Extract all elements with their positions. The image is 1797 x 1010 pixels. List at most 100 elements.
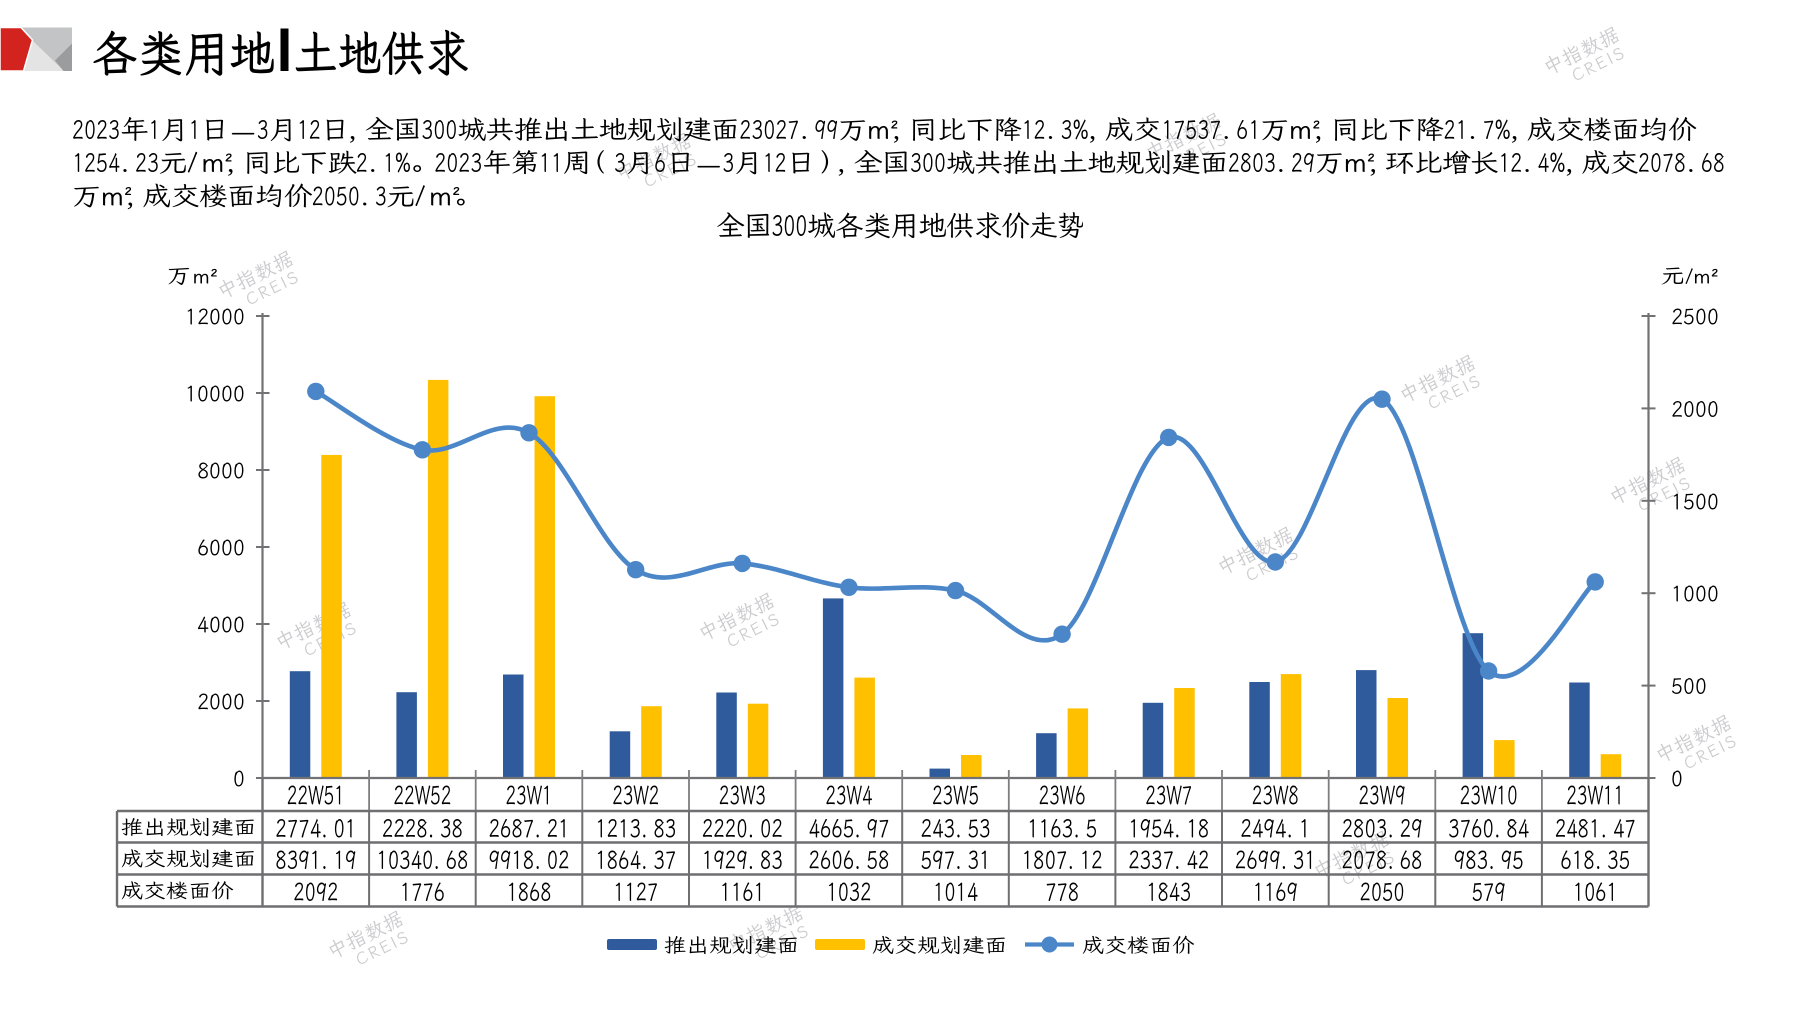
svg-text:300: 300 bbox=[771, 208, 807, 245]
svg-text:交: 交 bbox=[1555, 112, 1584, 146]
svg-text:2494.1: 2494.1 bbox=[1240, 812, 1310, 845]
svg-text:m²: m² bbox=[428, 179, 460, 213]
svg-text:4: 4 bbox=[1537, 145, 1549, 179]
svg-text:1032: 1032 bbox=[826, 876, 871, 909]
svg-text:共: 共 bbox=[974, 145, 1003, 179]
svg-text:0: 0 bbox=[1671, 764, 1683, 793]
svg-text:下: 下 bbox=[1387, 112, 1416, 146]
svg-text:增: 增 bbox=[1442, 145, 1471, 179]
svg-text:.: . bbox=[799, 112, 809, 146]
svg-text:2220.02: 2220.02 bbox=[702, 812, 783, 845]
svg-text:8000: 8000 bbox=[197, 456, 245, 485]
svg-text:城各类用地供求价走势: 城各类用地供求价走势 bbox=[807, 208, 1084, 245]
svg-text:成交规划建面: 成交规划建面 bbox=[872, 932, 1007, 958]
svg-text:3760.84: 3760.84 bbox=[1448, 812, 1529, 845]
svg-text:月: 月 bbox=[269, 112, 298, 146]
svg-text:面: 面 bbox=[1200, 145, 1229, 179]
svg-text:1868: 1868 bbox=[507, 876, 552, 909]
svg-text:4665.97: 4665.97 bbox=[808, 812, 889, 845]
svg-text:23W1: 23W1 bbox=[506, 778, 553, 812]
svg-text:元: 元 bbox=[387, 179, 416, 213]
svg-text:12: 12 bbox=[297, 112, 321, 146]
svg-text:比: 比 bbox=[1359, 112, 1388, 146]
svg-text:均: 均 bbox=[1640, 112, 1669, 146]
svg-text:成交规划建面: 成交规划建面 bbox=[121, 846, 256, 872]
svg-text:1500: 1500 bbox=[1671, 487, 1719, 516]
svg-text:比: 比 bbox=[937, 112, 966, 146]
svg-text:国: 国 bbox=[744, 208, 773, 245]
svg-text:。: 。 bbox=[403, 151, 432, 185]
svg-text:m²: m² bbox=[1343, 145, 1375, 179]
svg-text:21: 21 bbox=[1444, 112, 1468, 146]
svg-text:交: 交 bbox=[171, 179, 200, 213]
svg-text:,: , bbox=[893, 112, 900, 146]
svg-text:–: – bbox=[233, 114, 256, 148]
svg-text:国: 国 bbox=[882, 145, 911, 179]
svg-text:12: 12 bbox=[763, 145, 787, 179]
svg-text:–: – bbox=[698, 147, 721, 181]
svg-text:万m²: 万m² bbox=[167, 260, 218, 289]
svg-text:日: 日 bbox=[787, 145, 816, 179]
svg-text:,: , bbox=[838, 145, 845, 179]
svg-text:29: 29 bbox=[1291, 145, 1315, 179]
svg-text:243.53: 243.53 bbox=[921, 812, 991, 845]
svg-text:23W9: 23W9 bbox=[1359, 778, 1406, 812]
svg-text:面: 面 bbox=[1611, 112, 1640, 146]
svg-text:1: 1 bbox=[148, 112, 160, 146]
svg-text:月: 月 bbox=[734, 145, 763, 179]
svg-text:2050: 2050 bbox=[1360, 876, 1405, 909]
svg-text:/: / bbox=[415, 179, 426, 213]
svg-text:同: 同 bbox=[243, 145, 272, 179]
svg-text:月: 月 bbox=[160, 112, 189, 146]
svg-text:2699.31: 2699.31 bbox=[1235, 844, 1316, 877]
svg-text:规: 规 bbox=[626, 112, 655, 146]
svg-text:土: 土 bbox=[570, 112, 599, 146]
svg-text:23W5: 23W5 bbox=[932, 778, 979, 812]
svg-text:8391.19: 8391.19 bbox=[275, 844, 356, 877]
svg-text:全: 全 bbox=[365, 112, 394, 146]
svg-text:交: 交 bbox=[1610, 145, 1639, 179]
svg-text:成: 成 bbox=[1527, 112, 1556, 146]
svg-text:长: 长 bbox=[1470, 145, 1499, 179]
svg-text:1163.5: 1163.5 bbox=[1027, 812, 1097, 845]
svg-text:23W3: 23W3 bbox=[719, 778, 766, 812]
svg-text:跌: 跌 bbox=[328, 145, 357, 179]
svg-text:,: , bbox=[1089, 112, 1096, 146]
svg-text:规: 规 bbox=[1115, 145, 1144, 179]
svg-text:1954.18: 1954.18 bbox=[1128, 812, 1209, 845]
svg-text:,: , bbox=[1315, 112, 1322, 146]
svg-text:2023: 2023 bbox=[434, 145, 482, 179]
svg-text:面: 面 bbox=[711, 112, 740, 146]
svg-text:2078.68: 2078.68 bbox=[1342, 844, 1423, 877]
svg-text:全: 全 bbox=[854, 145, 883, 179]
svg-text:4000: 4000 bbox=[197, 610, 245, 639]
svg-text:面: 面 bbox=[227, 179, 256, 213]
svg-text:第: 第 bbox=[511, 145, 540, 179]
svg-text:17537: 17537 bbox=[1161, 112, 1221, 146]
svg-text:500: 500 bbox=[1671, 672, 1707, 701]
svg-text:土: 土 bbox=[1059, 145, 1088, 179]
svg-text:12000: 12000 bbox=[185, 302, 245, 331]
svg-text:成: 成 bbox=[143, 179, 172, 213]
svg-text:,: , bbox=[227, 145, 234, 179]
svg-text:23W6: 23W6 bbox=[1039, 778, 1086, 812]
svg-text:日: 日 bbox=[321, 112, 350, 146]
svg-text:楼: 楼 bbox=[1583, 112, 1612, 146]
svg-text:1843: 1843 bbox=[1146, 876, 1191, 909]
svg-text:778: 778 bbox=[1045, 876, 1079, 909]
svg-text:建: 建 bbox=[1172, 145, 1201, 179]
svg-text:比: 比 bbox=[1414, 145, 1443, 179]
svg-text:983.95: 983.95 bbox=[1454, 844, 1524, 877]
svg-text:.: . bbox=[1522, 145, 1532, 179]
svg-text:23W4: 23W4 bbox=[825, 778, 872, 812]
svg-text:1: 1 bbox=[383, 145, 395, 179]
svg-text:交: 交 bbox=[1133, 112, 1162, 146]
svg-text:成: 成 bbox=[1582, 145, 1611, 179]
svg-text:61: 61 bbox=[1236, 112, 1260, 146]
svg-text:0: 0 bbox=[233, 764, 245, 793]
svg-text:1014: 1014 bbox=[933, 876, 978, 909]
svg-text:万: 万 bbox=[838, 112, 867, 146]
svg-text:.: . bbox=[1468, 112, 1478, 146]
svg-text:全: 全 bbox=[716, 208, 745, 245]
svg-text:（: （ bbox=[577, 145, 606, 179]
